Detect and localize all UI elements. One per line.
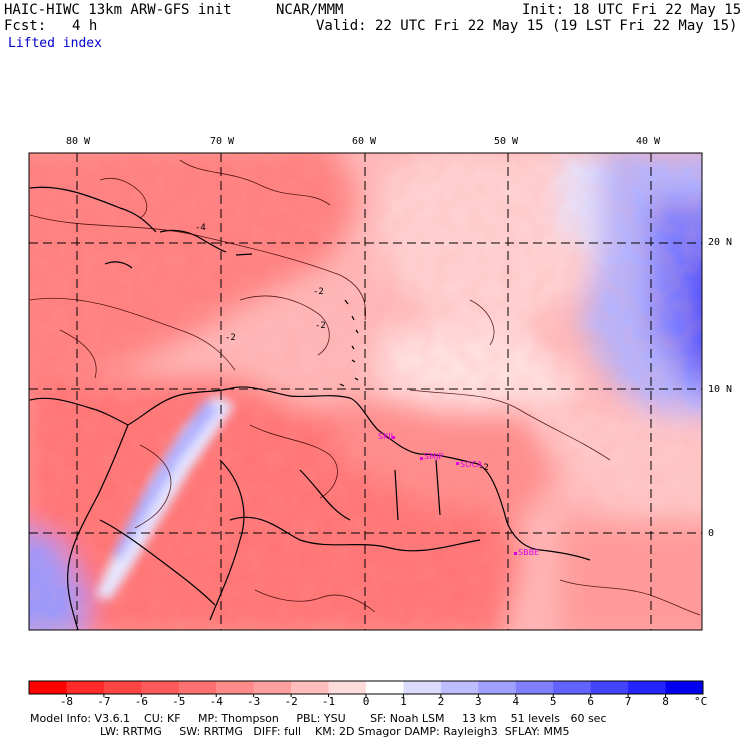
colorbar-tick-label: -5 [172, 695, 186, 708]
colorbar-swatch [440, 681, 479, 694]
colorbar-tick-label: 2 [437, 695, 445, 708]
colorbar-tick-label: 8 [662, 695, 669, 708]
colorbar-tick-label: -7 [97, 695, 111, 708]
organization: NCAR/MMM [276, 2, 344, 18]
colorbar-swatch [253, 681, 292, 694]
lon-label: 80 W [66, 136, 91, 147]
colorbar-swatch [366, 681, 404, 694]
lon-label: 50 W [494, 136, 519, 147]
colorbar-tick-label: -6 [134, 695, 148, 708]
colorbar-tick-label: -8 [59, 695, 74, 708]
colorbar-tick-label: 7 [624, 695, 632, 708]
lat-label: 0 [708, 528, 715, 539]
station-label: SMJP [424, 452, 444, 461]
model-info-line1: Model Info: V3.6.1 CU: KF MP: Thompson P… [30, 712, 607, 725]
model-info-line2: LW: RRTMG SW: RRTMG DIFF: full KM: 2D Sm… [100, 725, 570, 738]
field-name: Lifted index [8, 36, 102, 51]
colorbar-swatch [403, 681, 442, 694]
lat-label: 20 N [708, 237, 733, 248]
colorbar-swatch [178, 681, 217, 694]
colorbar-tick-label: 1 [400, 695, 407, 708]
colorbar-tick-label: 4 [512, 695, 520, 708]
colorbar-swatch [628, 681, 666, 694]
contour-label: -2 [478, 463, 489, 473]
contour-label: -2 [315, 321, 326, 331]
colorbar-swatch [328, 681, 367, 694]
station-marker [456, 462, 459, 465]
colorbar-swatch [665, 681, 704, 694]
station-label: SOCA [460, 460, 483, 469]
colorbar-tick-label: -4 [209, 695, 223, 708]
lon-label: 70 W [210, 136, 235, 147]
colorbar-swatch [141, 681, 180, 694]
colorbar-swatch [590, 681, 629, 694]
colorbar-unit: °C [694, 695, 708, 708]
colorbar-tick-label: 0 [362, 695, 370, 708]
contour-label: -2 [225, 333, 236, 343]
colorbar-tick-label: 6 [587, 695, 594, 708]
valid-time: Valid: 22 UTC Fri 22 May 15 (19 LST Fri … [316, 18, 738, 34]
colorbar-swatch [478, 681, 517, 694]
colorbar-tick-label: 3 [475, 695, 482, 708]
station-marker [420, 457, 423, 460]
station-label: SKIL [378, 432, 396, 441]
init-time: Init: 18 UTC Fri 22 May 15 [522, 2, 740, 18]
colorbar-swatch [29, 681, 67, 694]
forecast-hour: 4 h [72, 18, 98, 34]
colorbar-swatch [66, 681, 105, 694]
colorbar-tick-label: -1 [321, 695, 336, 708]
colorbar-tick-label: 5 [549, 695, 557, 708]
station-marker [392, 436, 395, 439]
contour-label: -4 [195, 223, 206, 233]
colorbar-swatch [103, 681, 142, 694]
station-label: SBBE [518, 548, 540, 557]
station-marker [514, 552, 517, 555]
colorbar-swatch [553, 681, 592, 694]
lon-label: 40 W [636, 136, 661, 147]
colorbar-swatch [291, 681, 329, 694]
colorbar-swatch [216, 681, 255, 694]
colorbar-tick-label: -3 [247, 695, 261, 708]
colorbar [28, 680, 704, 697]
colorbar-swatch [515, 681, 554, 694]
forecast-label: Fcst: [4, 18, 47, 34]
contour-label: -2 [313, 287, 324, 297]
lon-label: 60 W [352, 136, 377, 147]
colorbar-tick-label: -2 [284, 695, 298, 708]
lat-label: 10 N [708, 384, 733, 395]
model-title: HAIC-HIWC 13km ARW-GFS init [4, 2, 232, 18]
